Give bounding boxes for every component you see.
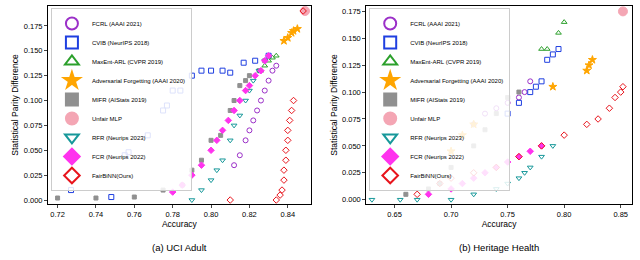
svg-text:0.050: 0.050: [342, 142, 361, 151]
svg-text:0.75: 0.75: [500, 210, 515, 219]
svg-text:MIFR (AIStats 2019): MIFR (AIStats 2019): [92, 97, 147, 103]
svg-text:FCRL (AAAI 2021): FCRL (AAAI 2021): [410, 21, 460, 27]
svg-text:FCRL (AAAI 2021): FCRL (AAAI 2021): [92, 21, 142, 27]
svg-text:MIFR (AIStats 2019): MIFR (AIStats 2019): [410, 97, 465, 103]
svg-text:0.85: 0.85: [613, 210, 628, 219]
svg-text:0.150: 0.150: [342, 34, 361, 43]
svg-text:0.65: 0.65: [387, 210, 402, 219]
svg-text:MaxEnt-ARL (CVPR 2019): MaxEnt-ARL (CVPR 2019): [410, 59, 481, 65]
svg-text:0.075: 0.075: [342, 115, 361, 124]
svg-text:Accuracy: Accuracy: [482, 219, 518, 229]
svg-text:MaxEnt-ARL (CVPR 2019): MaxEnt-ARL (CVPR 2019): [92, 59, 163, 65]
svg-text:0.82: 0.82: [242, 210, 257, 219]
svg-text:0.025: 0.025: [342, 168, 361, 177]
svg-text:0.000: 0.000: [342, 195, 361, 204]
svg-text:Unfair MLP: Unfair MLP: [410, 116, 440, 122]
svg-text:RFR (Neurips 2023): RFR (Neurips 2023): [410, 135, 464, 141]
svg-text:0.70: 0.70: [444, 210, 459, 219]
svg-text:(b) Heritage Health: (b) Heritage Health: [459, 242, 539, 253]
svg-text:FairBiNN(Ours): FairBiNN(Ours): [92, 173, 133, 179]
svg-text:0.000: 0.000: [24, 196, 43, 205]
svg-text:0.72: 0.72: [50, 210, 65, 219]
svg-text:Statistical Parity Difference: Statistical Parity Difference: [329, 54, 339, 156]
svg-text:(a) UCI Adult: (a) UCI Adult: [152, 242, 207, 253]
svg-text:Unfair MLP: Unfair MLP: [92, 116, 122, 122]
svg-text:0.84: 0.84: [280, 210, 295, 219]
svg-text:0.175: 0.175: [342, 7, 361, 16]
svg-text:0.100: 0.100: [24, 96, 43, 105]
svg-text:0.175: 0.175: [24, 22, 43, 31]
svg-text:0.76: 0.76: [127, 210, 142, 219]
svg-text:0.150: 0.150: [24, 46, 43, 55]
svg-text:Adversarial Forgetting (AAAI 2: Adversarial Forgetting (AAAI 2020): [92, 78, 185, 84]
svg-text:CVIB (NeurIPS 2018): CVIB (NeurIPS 2018): [92, 40, 149, 46]
svg-text:CVIB (NeurIPS 2018): CVIB (NeurIPS 2018): [410, 40, 467, 46]
svg-text:Accuracy: Accuracy: [162, 219, 198, 229]
svg-text:FCR (Neurips 2022): FCR (Neurips 2022): [92, 154, 146, 160]
svg-text:0.100: 0.100: [342, 88, 361, 97]
svg-text:Statistical Parity Difference: Statistical Parity Difference: [10, 54, 20, 156]
svg-text:0.075: 0.075: [24, 121, 43, 130]
svg-text:FCR (Neurips 2022): FCR (Neurips 2022): [410, 154, 464, 160]
svg-text:0.125: 0.125: [24, 71, 43, 80]
svg-text:Adversarial Forgetting (AAAI 2: Adversarial Forgetting (AAAI 2020): [410, 78, 503, 84]
svg-text:0.80: 0.80: [204, 210, 219, 219]
svg-text:0.050: 0.050: [24, 146, 43, 155]
svg-text:0.74: 0.74: [89, 210, 104, 219]
svg-text:0.025: 0.025: [24, 171, 43, 180]
svg-text:0.78: 0.78: [165, 210, 180, 219]
svg-text:FairBiNN(Ours): FairBiNN(Ours): [410, 173, 451, 179]
svg-text:RFR (Neurips 2023): RFR (Neurips 2023): [92, 135, 146, 141]
svg-text:0.80: 0.80: [557, 210, 572, 219]
svg-text:0.125: 0.125: [342, 61, 361, 70]
